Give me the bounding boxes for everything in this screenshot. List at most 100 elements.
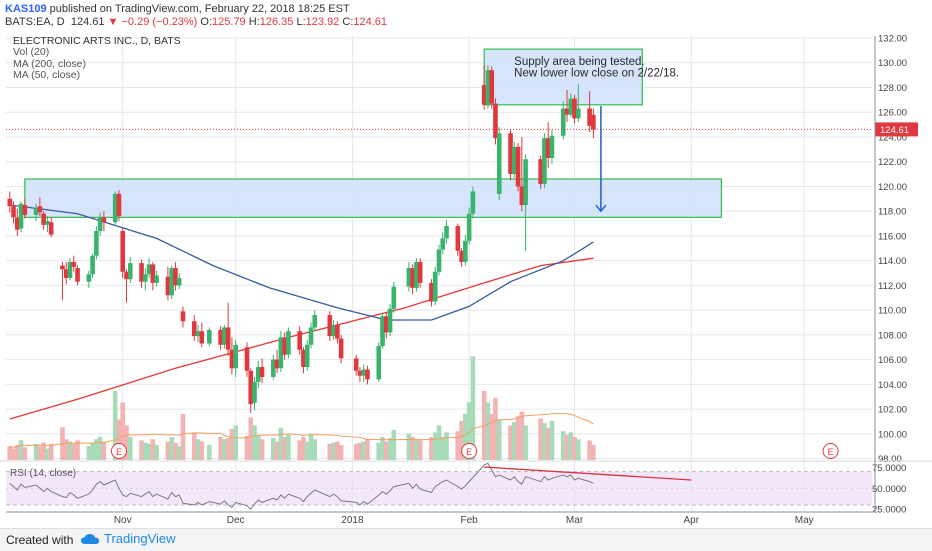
volume-bar <box>11 448 16 460</box>
volume-bar <box>365 439 370 460</box>
volume-bar <box>143 442 148 460</box>
candle-body <box>63 269 69 278</box>
volume-bar <box>124 425 129 460</box>
volume-bar <box>301 436 306 460</box>
candle-body <box>75 268 80 282</box>
volume-bar <box>523 425 528 460</box>
volume-bar <box>591 445 596 460</box>
time-tick-label: Nov <box>114 515 132 526</box>
price-tick-label: 124.00 <box>878 132 907 143</box>
volume-bar <box>199 441 205 460</box>
volume-bar <box>150 439 156 460</box>
volume-bar <box>417 440 423 460</box>
price-tick-label: 98.00 <box>878 454 902 465</box>
candle-body <box>286 331 291 355</box>
volume-bar <box>120 402 126 460</box>
time-tick-label: Apr <box>683 515 699 526</box>
volume-bar <box>248 417 254 460</box>
volume-bar <box>14 445 20 460</box>
price-chart[interactable]: 98.00 100.00 102.00 104.00 106.00 108.00 110.0… <box>0 0 932 528</box>
time-tick-label: Mar <box>566 515 584 526</box>
volume-bar <box>308 433 314 460</box>
volume-bar <box>33 443 39 460</box>
volume-ma-line <box>9 413 594 448</box>
candle-body <box>225 327 231 350</box>
volume-bar <box>353 443 359 460</box>
candle-body <box>466 213 472 241</box>
volume-bar <box>278 427 284 460</box>
candle-body <box>120 230 126 272</box>
high-value: 126.35 <box>259 16 294 28</box>
volume-bar <box>286 434 291 460</box>
candle-body <box>218 329 223 345</box>
volume-bar <box>335 441 340 460</box>
volume-bar <box>90 442 95 460</box>
candle-body <box>361 369 366 376</box>
candle-body <box>41 213 46 225</box>
price-tick-label: 110.00 <box>878 306 906 317</box>
annotation-text: New lower low close on 2/22/18. <box>514 68 679 80</box>
candle-body <box>429 282 434 302</box>
candle-body <box>67 261 73 278</box>
candle-body <box>410 268 415 288</box>
volume-bar <box>376 442 382 460</box>
candle-body <box>18 203 24 229</box>
volume-bar <box>564 434 570 460</box>
volume-bar <box>519 411 525 460</box>
publish-info: published on TradingView.com, February 2… <box>49 3 350 15</box>
candle-body <box>7 198 13 207</box>
rsi-tick-label: 50.0000 <box>872 484 906 495</box>
volume-bar <box>139 440 144 460</box>
candle-body <box>112 193 118 223</box>
time-tick-label: Dec <box>227 515 245 526</box>
candle-body <box>282 337 287 355</box>
volume-bar <box>233 425 238 460</box>
candle-body <box>60 265 65 270</box>
volume-bar <box>383 441 389 460</box>
candle-body <box>414 261 419 288</box>
volume-bar <box>459 420 464 460</box>
candle-body <box>165 276 171 296</box>
ohlc-line: BATS:EA, D 124.61 ▼ −0.29 (−0.23%) O:125… <box>5 16 387 28</box>
high-label: H: <box>248 16 260 28</box>
candle-body <box>150 264 156 283</box>
candle-body <box>101 217 107 223</box>
candle-body <box>37 206 43 213</box>
candle-body <box>14 217 20 230</box>
cloud-icon <box>81 533 99 544</box>
candle-body <box>417 261 423 283</box>
candle-body <box>278 337 284 369</box>
volume-bar <box>176 446 182 460</box>
candle-body <box>545 138 551 158</box>
candle-body <box>436 249 442 272</box>
earnings-marker-icon <box>110 443 127 459</box>
candle-body <box>301 349 306 368</box>
ma200-line <box>9 257 594 420</box>
candle-body <box>331 324 336 337</box>
author-name[interactable]: KAS109 <box>5 3 47 15</box>
candle-body <box>538 159 543 184</box>
candle-body <box>496 133 502 194</box>
earnings-marker-label: E <box>466 447 472 457</box>
candle-body <box>327 315 333 337</box>
candle-body <box>97 217 103 231</box>
volume-bar <box>112 390 118 460</box>
candle-body <box>180 311 186 322</box>
volume-bar <box>195 439 201 460</box>
publish-line: KAS109 published on TradingView.com, Feb… <box>5 3 350 15</box>
tradingview-logo[interactable]: TradingView <box>80 531 176 546</box>
candle-body <box>568 98 574 115</box>
rsi-trendline <box>484 466 692 481</box>
candle-body <box>22 204 28 215</box>
rsi-tick-label: 75.0000 <box>872 463 906 474</box>
volume-bar <box>560 431 566 460</box>
volume-bar <box>493 397 498 460</box>
candle-body <box>312 315 318 328</box>
candle-body <box>560 108 566 136</box>
volume-bar <box>101 441 107 460</box>
volume-bar <box>154 445 159 460</box>
volume-bar <box>444 432 449 460</box>
candle-body <box>549 135 555 158</box>
candle-body <box>154 275 159 283</box>
legend-volume: Vol (20) <box>13 46 50 59</box>
